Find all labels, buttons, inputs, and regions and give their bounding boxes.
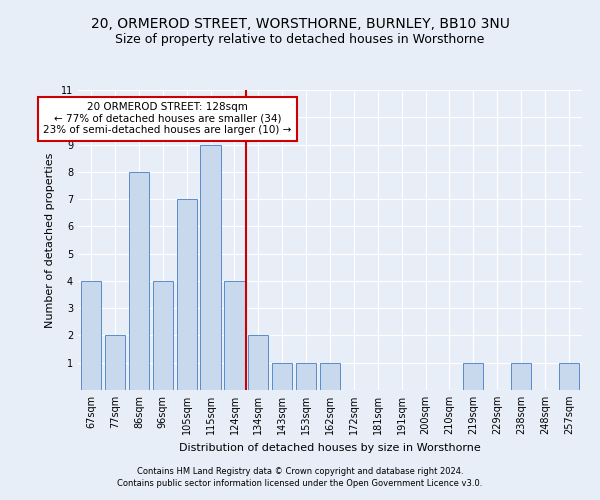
- Y-axis label: Number of detached properties: Number of detached properties: [46, 152, 55, 328]
- Bar: [272, 362, 292, 390]
- Text: Contains HM Land Registry data © Crown copyright and database right 2024.: Contains HM Land Registry data © Crown c…: [137, 467, 463, 476]
- Text: 20 ORMEROD STREET: 128sqm
← 77% of detached houses are smaller (34)
23% of semi-: 20 ORMEROD STREET: 128sqm ← 77% of detac…: [43, 102, 292, 136]
- Bar: [105, 336, 125, 390]
- Bar: [152, 281, 173, 390]
- Bar: [81, 281, 101, 390]
- Text: Contains public sector information licensed under the Open Government Licence v3: Contains public sector information licen…: [118, 478, 482, 488]
- Text: 20, ORMEROD STREET, WORSTHORNE, BURNLEY, BB10 3NU: 20, ORMEROD STREET, WORSTHORNE, BURNLEY,…: [91, 18, 509, 32]
- Bar: [176, 199, 197, 390]
- Bar: [559, 362, 579, 390]
- Bar: [200, 144, 221, 390]
- Bar: [511, 362, 531, 390]
- Bar: [320, 362, 340, 390]
- Bar: [129, 172, 149, 390]
- Bar: [463, 362, 484, 390]
- Text: Size of property relative to detached houses in Worsthorne: Size of property relative to detached ho…: [115, 32, 485, 46]
- Bar: [248, 336, 268, 390]
- Bar: [296, 362, 316, 390]
- X-axis label: Distribution of detached houses by size in Worsthorne: Distribution of detached houses by size …: [179, 442, 481, 452]
- Bar: [224, 281, 245, 390]
